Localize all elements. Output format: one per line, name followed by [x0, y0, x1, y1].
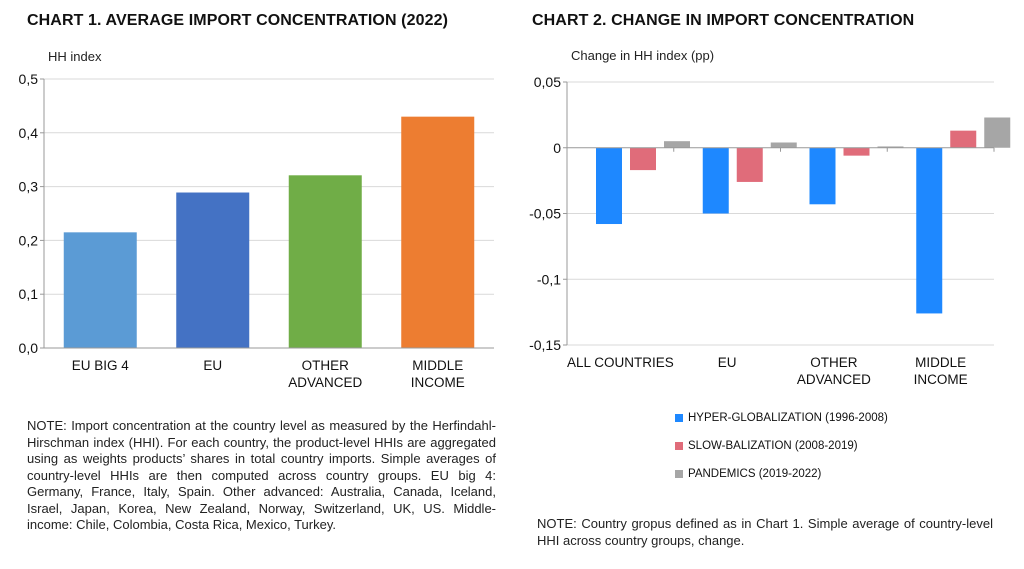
legend-item-pandemics: PANDEMICS (2019-2022): [675, 468, 821, 480]
chart2-bar: [596, 147, 622, 225]
chart2-x-tick-label: MIDDLE: [915, 355, 966, 370]
chart1-bar: [63, 232, 137, 348]
chart2-bar: [702, 147, 729, 214]
chart1-y-tick-label: 0,0: [19, 340, 39, 356]
chart2-bar: [877, 146, 904, 148]
chart1-note: NOTE: Import concentration at the countr…: [27, 418, 496, 532]
chart1-y-tick-label: 0,3: [19, 179, 39, 195]
chart1-y-axis-title: HH index: [48, 49, 102, 64]
chart2-bar: [770, 142, 797, 148]
legend-item-hyper-globalization: HYPER-GLOBALIZATION (1996-2008): [675, 412, 888, 424]
chart2-x-tick-label: ALL COUNTRIES: [567, 355, 674, 370]
chart2-x-tick-label: ADVANCED: [797, 372, 871, 387]
legend-label-pandemics: PANDEMICS (2019-2022): [688, 468, 822, 480]
chart2-y-tick-label: 0: [553, 140, 561, 156]
legend-swatch-hyper-globalization: [675, 414, 683, 422]
chart2-bar: [916, 147, 943, 314]
chart2-bar: [664, 141, 690, 148]
chart2-x-tick-label: EU: [718, 355, 737, 370]
chart1-x-tick-label: ADVANCED: [288, 375, 362, 390]
chart2-y-tick-label: -0,15: [529, 337, 561, 353]
chart1-x-tick-label: OTHER: [302, 358, 350, 373]
chart2-x-tick-label: INCOME: [914, 372, 968, 387]
chart2-bar: [984, 117, 1011, 148]
chart2-y-tick-label: 0,05: [534, 74, 561, 90]
legend-item-slow-balization: SLOW-BALIZATION (2008-2019): [675, 440, 858, 452]
chart2: Change in HH index (pp) -0,15 -0,1 -0,05 0 0,…: [529, 48, 1011, 387]
legend-swatch-pandemics: [675, 470, 683, 478]
chart2-bar: [843, 147, 870, 156]
chart2-bar: [809, 147, 836, 205]
chart1-bar: [288, 175, 362, 348]
chart1-y-tick-label: 0,4: [19, 125, 39, 141]
chart1-x-tick-label: INCOME: [411, 375, 465, 390]
chart1-x-tick-label: MIDDLE: [412, 358, 463, 373]
chart2-note: NOTE: Country gropus defined as in Chart…: [537, 516, 993, 548]
chart1-bar: [176, 192, 250, 348]
chart2-bar: [950, 130, 977, 148]
chart1-y-tick-label: 0,1: [19, 286, 39, 302]
chart2-bar: [630, 147, 656, 171]
chart1-y-tick-label: 0,2: [19, 232, 39, 248]
chart2-y-tick-label: -0,1: [537, 271, 561, 287]
chart2-x-tick-label: OTHER: [810, 355, 858, 370]
chart1: HH index 0,0 0,1 0,2 0,3 0,4 0,5 EU BIG 4 EU OTHE…: [19, 49, 494, 390]
chart1-bar: [401, 116, 475, 348]
legend-swatch-slow-balization: [675, 442, 683, 450]
chart2-y-tick-label: -0,05: [529, 206, 561, 222]
chart2-y-axis-title: Change in HH index (pp): [571, 48, 714, 63]
legend-label-hyper-globalization: HYPER-GLOBALIZATION (1996-2008): [688, 412, 888, 424]
legend-label-slow-balization: SLOW-BALIZATION (2008-2019): [688, 440, 858, 452]
chart1-x-tick-label: EU: [203, 358, 222, 373]
chart2-title: CHART 2. CHANGE IN IMPORT CONCENTRATION: [532, 12, 915, 29]
chart2-bar: [736, 147, 763, 182]
chart1-title: CHART 1. AVERAGE IMPORT CONCENTRATION (2…: [27, 12, 449, 29]
chart1-y-tick-label: 0,5: [19, 71, 39, 87]
chart1-x-tick-label: EU BIG 4: [72, 358, 130, 373]
